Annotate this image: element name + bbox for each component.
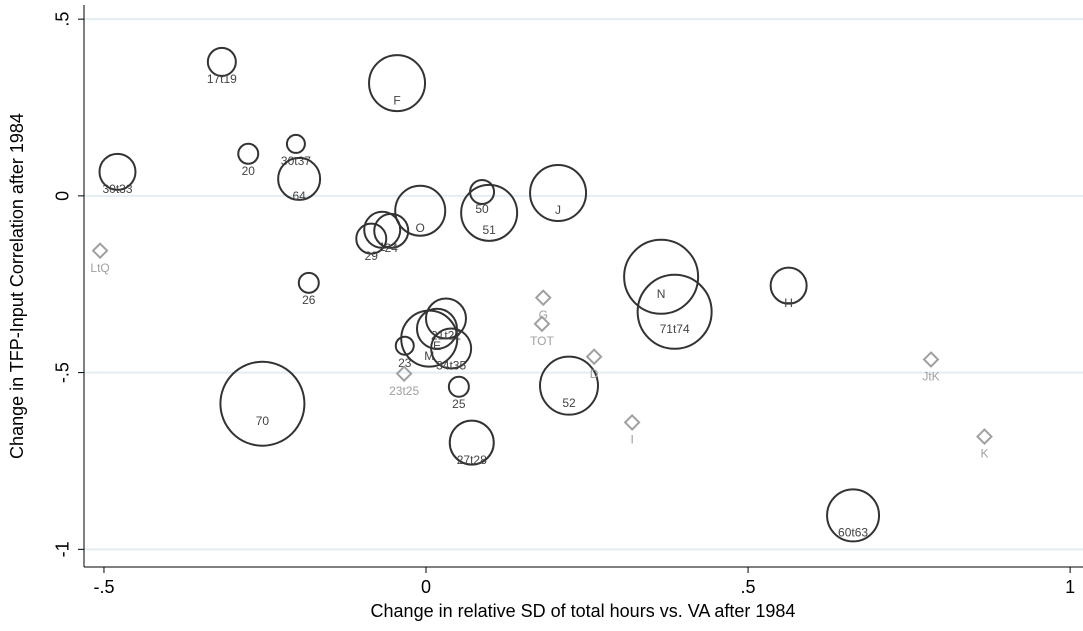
bubble <box>219 360 306 447</box>
bubble <box>623 238 700 315</box>
point-label: 70 <box>256 414 270 428</box>
bubble <box>98 152 137 191</box>
bubble <box>277 156 322 201</box>
y-axis-title: Change in TFP-Input Correlation after 19… <box>7 113 27 459</box>
point-label: J <box>555 203 561 217</box>
bubble <box>394 184 447 237</box>
point-label: G <box>539 308 548 322</box>
point-label: 23t25 <box>389 384 419 398</box>
bubble <box>368 54 427 113</box>
diamond-point <box>922 351 940 368</box>
bubble <box>297 271 320 294</box>
point-label: 29 <box>365 249 379 263</box>
point-label: N <box>657 287 666 301</box>
bubble <box>285 133 306 154</box>
x-tick-label: 0 <box>421 577 431 597</box>
y-tick-label: -1 <box>53 541 73 557</box>
point-label: TOT <box>530 334 554 348</box>
point-label: 1 <box>379 240 386 254</box>
point-label: M <box>424 349 434 363</box>
bubble <box>430 327 473 370</box>
point-label: 17t19 <box>207 72 237 86</box>
diamond-point <box>534 289 552 307</box>
y-tick-label: -.5 <box>53 362 73 383</box>
point-label: 26 <box>302 293 316 307</box>
bubble <box>826 488 881 543</box>
x-tick-label: -.5 <box>93 577 114 597</box>
point-label: O <box>416 221 425 235</box>
y-tick-label: 0 <box>53 191 73 201</box>
point-label: 30t33 <box>102 182 132 196</box>
bubble <box>460 183 519 242</box>
bubble <box>424 297 467 340</box>
bubble <box>237 142 260 165</box>
bubble <box>529 164 588 223</box>
point-label: E <box>433 339 441 353</box>
bubble <box>636 273 713 350</box>
point-label: 60t63 <box>838 526 868 540</box>
point-label: K <box>980 447 988 461</box>
point-label: I <box>630 433 633 447</box>
bubble <box>394 335 415 356</box>
point-label: 52 <box>562 396 576 410</box>
bubble <box>447 375 470 398</box>
x-tick-label: 1 <box>1065 577 1075 597</box>
x-tick-label: .5 <box>741 577 756 597</box>
point-label: 27t28 <box>457 453 487 467</box>
point-label: 51 <box>482 223 496 237</box>
bubble <box>373 212 410 249</box>
bubble <box>469 178 496 205</box>
point-label: 25 <box>452 397 466 411</box>
point-label: 64 <box>292 189 306 203</box>
diamond-point <box>533 315 551 333</box>
point-label: H <box>784 296 793 310</box>
bubble <box>539 355 600 416</box>
point-label: F <box>393 93 400 107</box>
point-label: 71t74 <box>660 322 690 336</box>
point-label: JtK <box>922 370 939 384</box>
point-label: 24 <box>385 241 399 255</box>
diamond-point <box>976 428 993 445</box>
bubble <box>448 419 495 466</box>
bubble <box>769 266 808 305</box>
bubble <box>363 210 402 249</box>
point-label: 20 <box>242 164 256 178</box>
point-label: 50 <box>475 202 489 216</box>
bubble <box>355 222 388 255</box>
x-axis-title: Change in relative SD of total hours vs.… <box>371 601 796 621</box>
y-tick-label: .5 <box>53 12 73 27</box>
point-label: 23 <box>398 356 412 370</box>
diamond-point <box>623 414 641 431</box>
point-label: 30t37 <box>281 154 311 168</box>
point-label: LtQ <box>90 261 109 275</box>
point-label: 34t35 <box>436 359 466 373</box>
point-label: D <box>590 367 599 381</box>
diamond-point <box>395 365 413 383</box>
diamond-point <box>91 242 109 260</box>
bubble <box>206 46 237 77</box>
diamond-point <box>585 348 603 366</box>
